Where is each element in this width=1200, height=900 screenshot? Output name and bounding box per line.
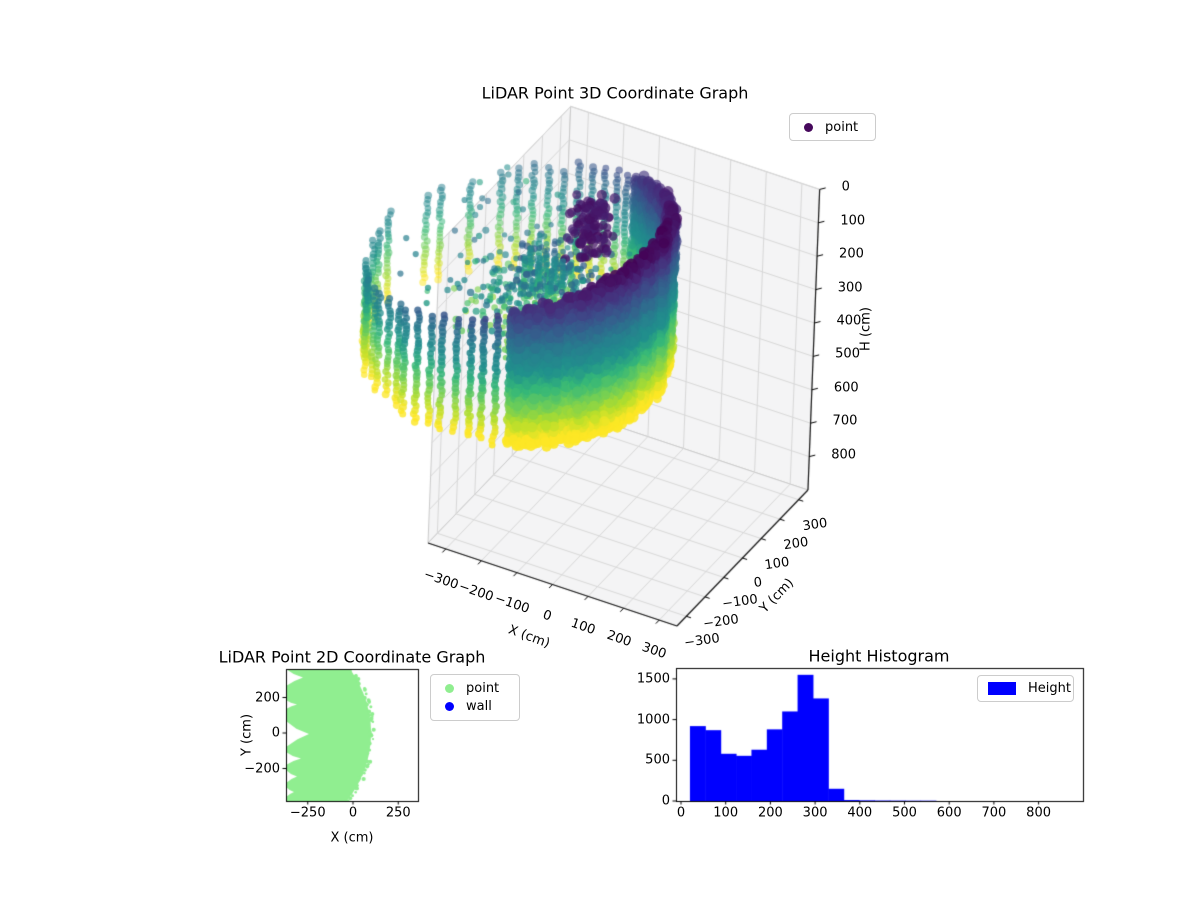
plot3d-z-tick-label: 400 [836,313,862,329]
hist-x-tick-label: 800 [1026,805,1052,821]
plot2d-legend-item-point: point [439,681,511,696]
point-marker-icon [445,684,454,693]
plot2d-x-tick-label: 250 [385,805,411,821]
plot3d-legend-label: point [825,119,859,135]
plot3d-z-tick-label: 500 [835,346,860,362]
hist-legend-item-height: Height [986,681,1071,696]
hist-y-tick-label: 1000 [636,712,670,728]
plot2d-y-tick-label: 0 [271,725,280,741]
hist-legend-label: Height [1028,681,1071,696]
plot3d-legend: point [789,113,876,141]
plot3d-z-tick-label: 200 [839,246,864,262]
height-bar-swatch-icon [988,682,1016,695]
plot2d-x-tick-label: −250 [289,805,326,821]
plot2d-title: LiDAR Point 2D Coordinate Graph [218,647,486,667]
hist-x-tick-label: 100 [713,805,739,821]
hist-title: Height Histogram [808,646,950,666]
hist-y-tick-label: 500 [645,752,670,768]
plot3d-y-tick-label: 100 [763,554,791,573]
plot3d-z-tick-label: 0 [841,179,850,195]
hist-x-tick-label: 400 [847,805,873,821]
plot2d-legend: point wall [430,674,520,721]
plot3d-z-tick-label: 700 [832,413,858,429]
hist-x-tick-label: 600 [936,805,962,821]
plot3d-z-tick-label: 300 [837,280,863,296]
plot2d-xaxis-label: X (cm) [330,830,374,846]
wall-marker-icon [445,702,454,711]
point-marker-icon [804,122,813,132]
plot2d-yaxis-label: Y (cm) [239,713,255,757]
plot2d-legend-label-wall: wall [466,699,492,714]
plot3d-y-tick-label: 300 [801,515,828,534]
plot2d-legend-label-point: point [466,681,500,696]
plot2d-y-tick-label: −200 [244,761,280,776]
plot3d-legend-item-point: point [798,120,867,135]
plot2d-x-tick-label: 0 [348,805,358,821]
hist-x-tick-label: 0 [676,805,686,821]
plot3d-z-tick-label: 100 [840,213,866,229]
hist-x-tick-label: 300 [802,805,828,821]
hist-legend: Height [977,675,1074,702]
hist-x-tick-label: 200 [757,805,783,821]
hist-y-tick-label: 0 [661,793,670,809]
hist-x-tick-label: 500 [892,805,917,821]
plot2d-y-tick-label: 200 [255,690,280,705]
plot3d-z-tick-label: 600 [833,380,859,396]
hist-y-tick-label: 1500 [636,671,670,687]
plot3d-z-tick-label: 800 [831,447,857,463]
plot3d-title: LiDAR Point 3D Coordinate Graph [481,83,749,103]
plot2d-legend-item-wall: wall [439,699,511,714]
hist-x-tick-label: 700 [981,805,1007,821]
